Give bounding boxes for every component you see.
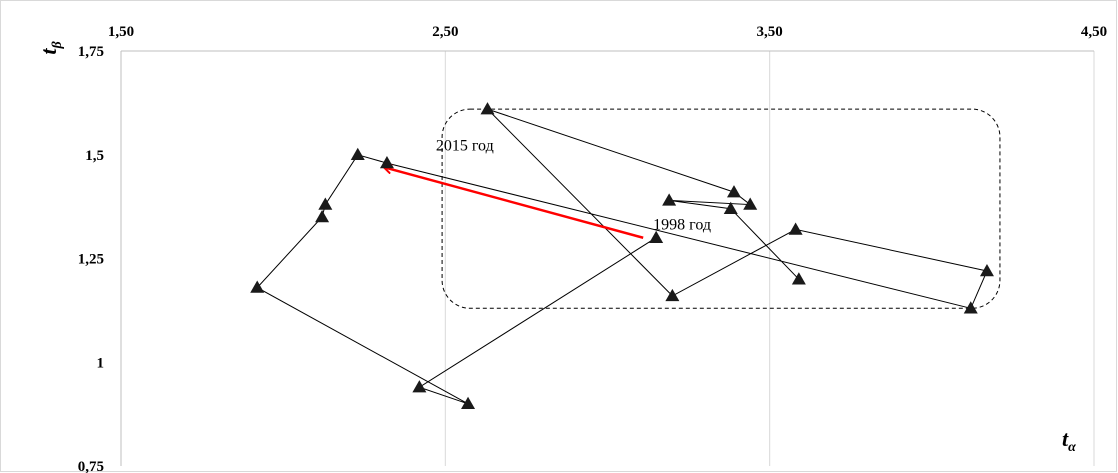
triangle-marker (318, 197, 333, 210)
x-axis-label-subscript: α (1068, 440, 1076, 455)
triangle-marker (412, 380, 427, 393)
triangle-marker (743, 197, 758, 210)
data-markers (250, 102, 994, 409)
trend-arrow (384, 167, 644, 239)
triangle-marker (379, 156, 394, 169)
annotation-label: 2015 год (436, 138, 494, 155)
triangle-marker (480, 102, 495, 115)
triangle-marker (649, 230, 664, 243)
series-line (256, 108, 988, 405)
y-tick-label: 1 (97, 355, 105, 371)
triangle-marker (461, 396, 476, 409)
annotation-label: 1998 год (653, 216, 711, 233)
y-tick-label: 0,75 (78, 459, 104, 473)
triangle-marker (788, 222, 803, 235)
triangle-marker (315, 210, 330, 223)
y-tick-label: 1,25 (78, 252, 104, 268)
y-axis-label: tβ (36, 41, 65, 55)
y-tick-label: 1,5 (85, 148, 104, 164)
x-axis-label: tα (1062, 426, 1076, 455)
x-tick-label: 1,50 (108, 24, 134, 40)
triangle-marker (723, 201, 738, 214)
x-tick-label: 2,50 (432, 24, 458, 40)
triangle-marker (979, 263, 994, 277)
triangle-marker (963, 301, 978, 314)
trend-arrow-line (384, 167, 644, 239)
y-axis-label-subscript: β (50, 41, 65, 50)
x-tick-label: 4,50 (1081, 24, 1107, 40)
triangle-marker (726, 185, 741, 198)
triangle-marker (791, 272, 806, 285)
y-tick-label: 1,75 (78, 44, 104, 60)
triangle-marker (662, 193, 677, 206)
triangle-marker (350, 147, 365, 160)
series-path (256, 108, 988, 405)
axes (120, 50, 1094, 466)
highlight-rect (441, 108, 1001, 309)
triangle-marker (250, 280, 265, 293)
triangle-marker (665, 288, 680, 302)
highlight-region (441, 108, 1001, 309)
x-tick-label: 3,50 (757, 24, 783, 40)
labels: 1,50 2,50 3,50 4,50 0,75 1 1,25 1,5 1,75 tβ tα 1998… (36, 24, 1107, 473)
